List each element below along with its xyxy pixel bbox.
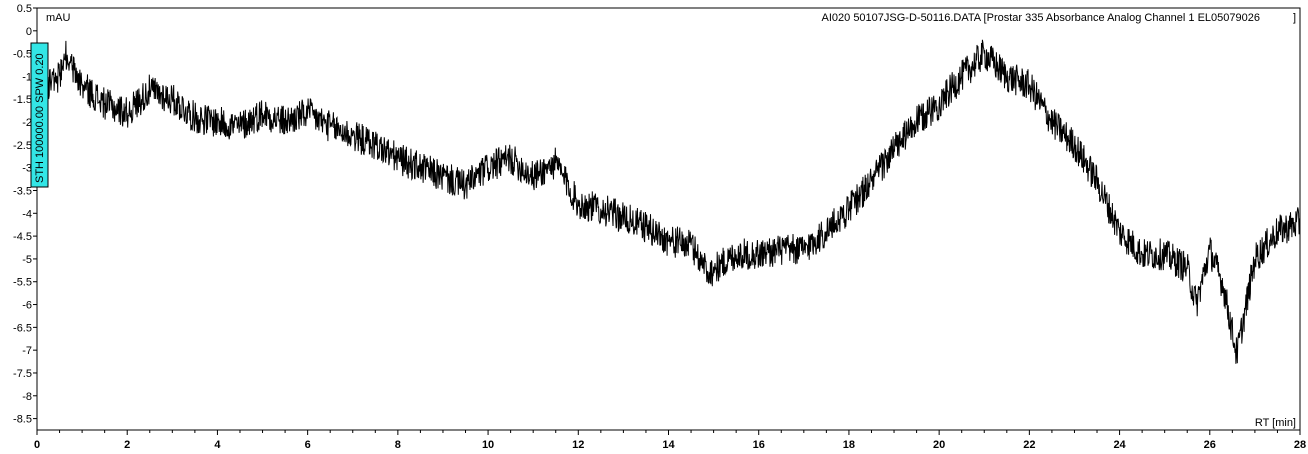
y-tick-label: 0 (26, 26, 32, 38)
y-tick-label: -4.5 (13, 231, 32, 243)
x-tick-label: 10 (482, 439, 494, 451)
x-tick-label: 20 (933, 439, 945, 451)
y-tick-label: -5.5 (13, 277, 32, 289)
y-tick-label: -6.5 (13, 322, 32, 334)
y-tick-label: -1 (22, 71, 32, 83)
x-tick-label: 24 (1113, 439, 1126, 451)
y-tick-label: -4 (22, 208, 32, 220)
x-axis-label: RT [min] (1255, 417, 1296, 429)
y-tick-label: -1.5 (13, 94, 32, 106)
x-tick-label: 22 (1023, 439, 1035, 451)
chart-title-bracket: ] (1293, 12, 1296, 24)
x-tick-label: 0 (34, 439, 40, 451)
y-tick-label: -0.5 (13, 49, 32, 61)
x-tick-label: 26 (1204, 439, 1216, 451)
x-tick-label: 16 (753, 439, 765, 451)
y-tick-label: -6 (22, 300, 32, 312)
y-tick-label: -3.5 (13, 185, 32, 197)
x-tick-label: 4 (214, 439, 221, 451)
x-tick-label: 6 (305, 439, 311, 451)
y-axis-label: mAU (46, 12, 71, 24)
x-tick-label: 12 (572, 439, 584, 451)
annotation-text: STH 100000.00 SPW 0.20 (34, 53, 46, 183)
chart-title: AI020 50107JSG-D-50116.DATA [Prostar 335… (822, 12, 1260, 24)
x-tick-label: 28 (1294, 439, 1306, 451)
y-tick-label: 0.5 (17, 3, 32, 15)
y-tick-label: -7 (22, 345, 32, 357)
y-tick-label: -3 (22, 163, 32, 175)
x-tick-label: 8 (395, 439, 401, 451)
x-tick-label: 18 (843, 439, 855, 451)
y-tick-label: -2 (22, 117, 32, 129)
annotation-box (30, 42, 49, 188)
y-tick-label: -8 (22, 391, 32, 403)
y-tick-label: -5 (22, 254, 32, 266)
x-tick-label: 2 (124, 439, 130, 451)
y-tick-label: -8.5 (13, 414, 32, 426)
y-tick-label: -2.5 (13, 140, 32, 152)
y-tick-label: -7.5 (13, 368, 32, 380)
x-axis: 0 2 4 6 8 10 12 14 16 18 20 22 24 26 28 (34, 430, 1306, 451)
x-tick-label: 14 (662, 439, 675, 451)
absorbance-trace (36, 39, 1301, 364)
